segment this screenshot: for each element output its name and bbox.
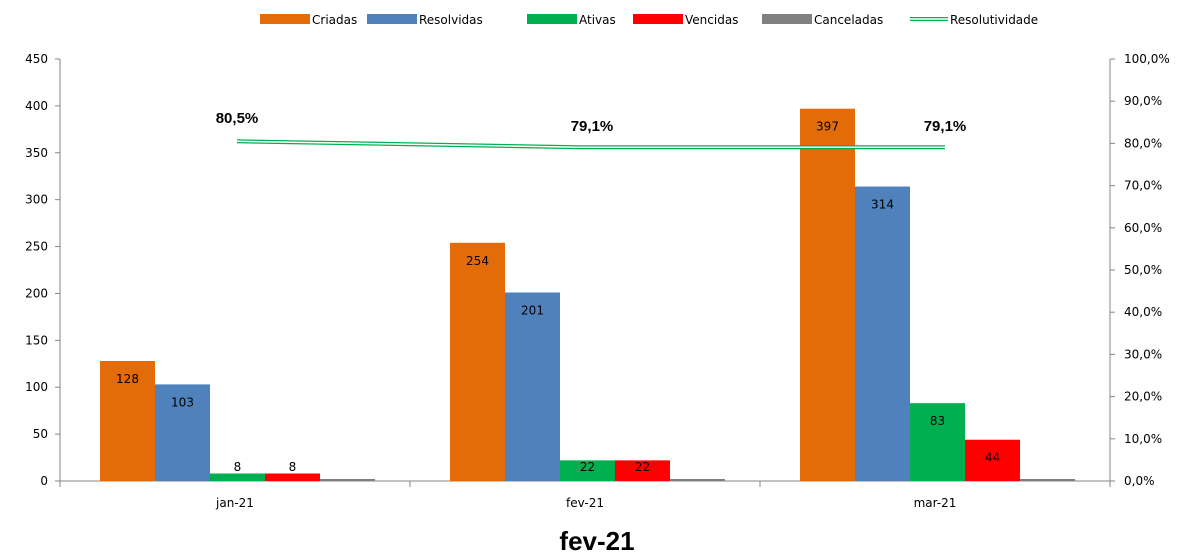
left-tick-label: 150 xyxy=(25,333,48,347)
x-axis: jan-21 fev-21 mar-21 xyxy=(59,480,1111,510)
right-tick-label: 50,0% xyxy=(1124,263,1162,277)
legend-label: Canceladas xyxy=(814,13,883,27)
left-tick-label: 100 xyxy=(25,380,48,394)
right-tick-label: 0,0% xyxy=(1124,474,1155,488)
bar-resolvidas xyxy=(505,292,560,481)
left-tick-label: 0 xyxy=(40,474,48,488)
data-label: 22 xyxy=(580,460,595,474)
left-tick-label: 300 xyxy=(25,193,48,207)
right-tick-label: 90,0% xyxy=(1124,94,1162,108)
bar-criadas xyxy=(800,108,855,482)
data-label: 103 xyxy=(171,395,194,409)
chart-legend: Criadas Resolvidas Ativas Vencidas Cancelada… xyxy=(260,13,1038,27)
legend-label: Resolvidas xyxy=(419,13,483,27)
bar-vencidas xyxy=(615,460,670,481)
legend-item-resolutividade: Resolutividade xyxy=(910,13,1038,27)
line-data-label: 79,1% xyxy=(571,118,614,135)
line-data-label: 80,5% xyxy=(216,110,259,127)
right-tick-label: 30,0% xyxy=(1124,347,1162,361)
legend-label: Resolutividade xyxy=(950,13,1038,27)
legend-item-canceladas: Canceladas xyxy=(762,13,883,27)
data-label: 22 xyxy=(635,460,650,474)
legend-swatch xyxy=(260,14,310,24)
legend-item-ativas: Ativas xyxy=(527,13,616,27)
data-label: 8 xyxy=(289,460,297,474)
right-tick-label: 20,0% xyxy=(1124,390,1162,404)
right-tick-label: 100,0% xyxy=(1124,52,1170,66)
legend-swatch xyxy=(527,14,577,24)
x-tick-label: mar-21 xyxy=(914,496,957,510)
data-label: 128 xyxy=(116,372,139,386)
bar-canceladas xyxy=(320,479,375,481)
line-data-label: 79,1% xyxy=(924,118,967,135)
legend-swatch xyxy=(762,14,812,24)
left-tick-label: 250 xyxy=(25,240,48,254)
bar-ativas xyxy=(910,403,965,481)
data-label: 83 xyxy=(930,414,945,428)
right-y-axis: 0,0% 10,0% 20,0% 30,0% 40,0% 50,0% 60,0% 70,0% 8… xyxy=(1109,52,1170,488)
bar-criadas xyxy=(100,360,155,481)
left-tick-label: 50 xyxy=(33,427,48,441)
bar-ativas xyxy=(210,473,265,481)
right-tick-label: 60,0% xyxy=(1124,221,1162,235)
bar-vencidas xyxy=(265,473,320,481)
bar-criadas xyxy=(450,242,505,481)
legend-label: Ativas xyxy=(579,13,616,27)
bar-vencidas xyxy=(965,439,1020,481)
left-tick-label: 400 xyxy=(25,99,48,113)
bar-resolvidas xyxy=(855,186,910,481)
data-label: 314 xyxy=(871,198,894,212)
data-label: 397 xyxy=(816,120,839,134)
right-tick-label: 40,0% xyxy=(1124,305,1162,319)
resolutividade-line-inner xyxy=(236,140,945,148)
bar-resolvidas xyxy=(155,384,210,481)
data-label: 254 xyxy=(466,254,489,268)
data-label: 8 xyxy=(234,460,242,474)
left-y-axis: 0 50 100 150 200 250 300 350 400 450 xyxy=(25,52,61,488)
bar-series-group: 128 103 8 8 254 201 22 22 397 314 83 44 xyxy=(100,108,1075,482)
bar-canceladas xyxy=(1020,479,1075,481)
bar-canceladas xyxy=(670,479,725,481)
data-label: 44 xyxy=(985,451,1000,465)
legend-item-criadas: Criadas xyxy=(260,13,357,27)
legend-swatch xyxy=(633,14,683,24)
data-label: 201 xyxy=(521,304,544,318)
x-tick-label: jan-21 xyxy=(215,496,254,510)
left-tick-label: 200 xyxy=(25,286,48,300)
legend-label: Vencidas xyxy=(685,13,738,27)
bar-ativas xyxy=(560,460,615,481)
line-series-group: 80,5% 79,1% 79,1% xyxy=(216,110,967,150)
chart-title: fev-21 xyxy=(559,526,634,556)
legend-item-vencidas: Vencidas xyxy=(633,13,738,27)
right-tick-label: 70,0% xyxy=(1124,179,1162,193)
left-tick-label: 350 xyxy=(25,146,48,160)
x-tick-label: fev-21 xyxy=(566,496,604,510)
legend-item-resolvidas: Resolvidas xyxy=(367,13,483,27)
left-tick-label: 450 xyxy=(25,52,48,66)
legend-swatch xyxy=(367,14,417,24)
right-tick-label: 10,0% xyxy=(1124,432,1162,446)
legend-label: Criadas xyxy=(312,13,357,27)
right-tick-label: 80,0% xyxy=(1124,136,1162,150)
